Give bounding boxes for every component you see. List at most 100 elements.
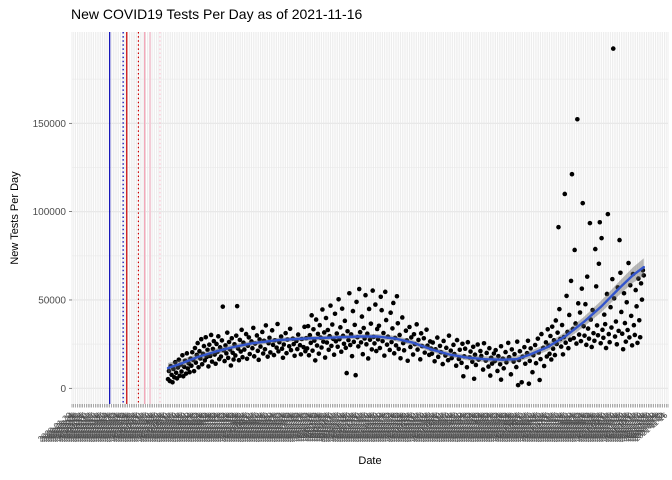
y-tick-label: 100000 — [33, 207, 67, 218]
scatter-point — [481, 340, 487, 346]
scatter-point — [384, 342, 390, 347]
scatter-point — [564, 293, 569, 299]
scatter-point — [276, 349, 281, 354]
scatter-point — [471, 376, 477, 382]
scatter-point — [632, 332, 638, 338]
scatter-point — [329, 343, 334, 349]
scatter-point — [617, 237, 622, 243]
scatter-point — [357, 329, 363, 335]
scatter-point — [473, 362, 479, 368]
scatter-point — [577, 310, 583, 315]
scatter-point — [451, 342, 456, 348]
scatter-point — [358, 340, 364, 345]
scatter-point — [411, 331, 417, 337]
scatter-point — [398, 355, 403, 361]
scatter-point — [627, 335, 632, 340]
scatter-point — [613, 319, 619, 324]
scatter-point — [294, 346, 300, 352]
scatter-point — [193, 360, 199, 365]
scatter-point — [390, 326, 395, 331]
scatter-point — [378, 294, 384, 300]
scatter-point — [622, 320, 628, 326]
scatter-point — [225, 355, 231, 361]
scatter-point — [322, 355, 328, 360]
scatter-point — [595, 333, 601, 338]
scatter-point — [312, 358, 318, 363]
scatter-point — [430, 340, 436, 345]
scatter-point — [549, 324, 555, 329]
scatter-point — [610, 276, 615, 282]
scatter-point — [609, 325, 614, 330]
scatter-point — [333, 339, 339, 344]
scatter-point — [539, 331, 544, 337]
scatter-point — [407, 324, 412, 330]
scatter-point — [217, 345, 223, 350]
scatter-point — [545, 326, 551, 332]
scatter-point — [209, 359, 215, 364]
scatter-point — [274, 345, 279, 350]
scatter-point — [361, 325, 367, 331]
chart-title: New COVID19 Tests Per Day as of 2021-11-… — [71, 6, 363, 22]
scatter-point — [210, 346, 216, 352]
scatter-point — [403, 328, 409, 334]
scatter-point — [509, 347, 515, 352]
scatter-point — [550, 346, 556, 352]
scatter-point — [454, 337, 460, 343]
scatter-point — [338, 349, 344, 355]
scatter-point — [321, 330, 327, 335]
scatter-point — [522, 344, 527, 350]
scatter-point — [596, 261, 602, 267]
scatter-point — [375, 337, 381, 342]
scatter-point — [198, 336, 204, 342]
scatter-point — [309, 313, 314, 318]
scatter-point — [181, 364, 187, 370]
scatter-point — [310, 348, 315, 353]
scatter-point — [501, 366, 507, 371]
scatter-point — [213, 361, 218, 367]
scatter-point — [257, 337, 262, 342]
scatter-point — [475, 342, 481, 347]
scatter-point — [486, 364, 491, 369]
scatter-point — [311, 326, 316, 332]
scatter-point — [268, 350, 273, 355]
scatter-point — [382, 353, 387, 358]
scatter-point — [251, 325, 256, 331]
scatter-point — [562, 191, 568, 197]
scatter-point — [223, 343, 228, 348]
scatter-point — [639, 297, 645, 302]
scatter-point — [326, 347, 332, 353]
scatter-point — [171, 366, 176, 372]
scatter-point — [400, 315, 405, 320]
scatter-point — [408, 344, 413, 350]
scatter-point — [605, 211, 611, 217]
scatter-point — [356, 344, 361, 349]
scatter-point — [408, 335, 414, 340]
scatter-point — [259, 329, 265, 335]
scatter-point — [242, 347, 247, 352]
scatter-point — [508, 372, 514, 377]
scatter-point — [637, 334, 643, 340]
scatter-point — [236, 357, 242, 363]
scatter-point — [203, 334, 209, 340]
scatter-point — [305, 323, 311, 329]
scatter-point — [334, 331, 340, 336]
scatter-point — [589, 344, 595, 350]
scatter-point — [270, 342, 276, 348]
scatter-point — [519, 379, 524, 385]
scatter-point — [603, 345, 609, 351]
scatter-point — [560, 352, 566, 357]
scatter-point — [335, 344, 340, 350]
scatter-point — [401, 348, 407, 353]
scatter-point — [271, 352, 277, 358]
scatter-point — [587, 220, 593, 226]
scatter-point — [312, 338, 317, 343]
scatter-point — [353, 372, 358, 378]
scatter-point — [487, 373, 493, 378]
scatter-point — [302, 324, 307, 330]
scatter-point — [641, 273, 647, 278]
scatter-point — [395, 320, 401, 326]
scatter-point — [207, 353, 213, 359]
scatter-point — [456, 356, 462, 362]
scatter-point — [281, 342, 287, 347]
scatter-point — [382, 289, 388, 295]
